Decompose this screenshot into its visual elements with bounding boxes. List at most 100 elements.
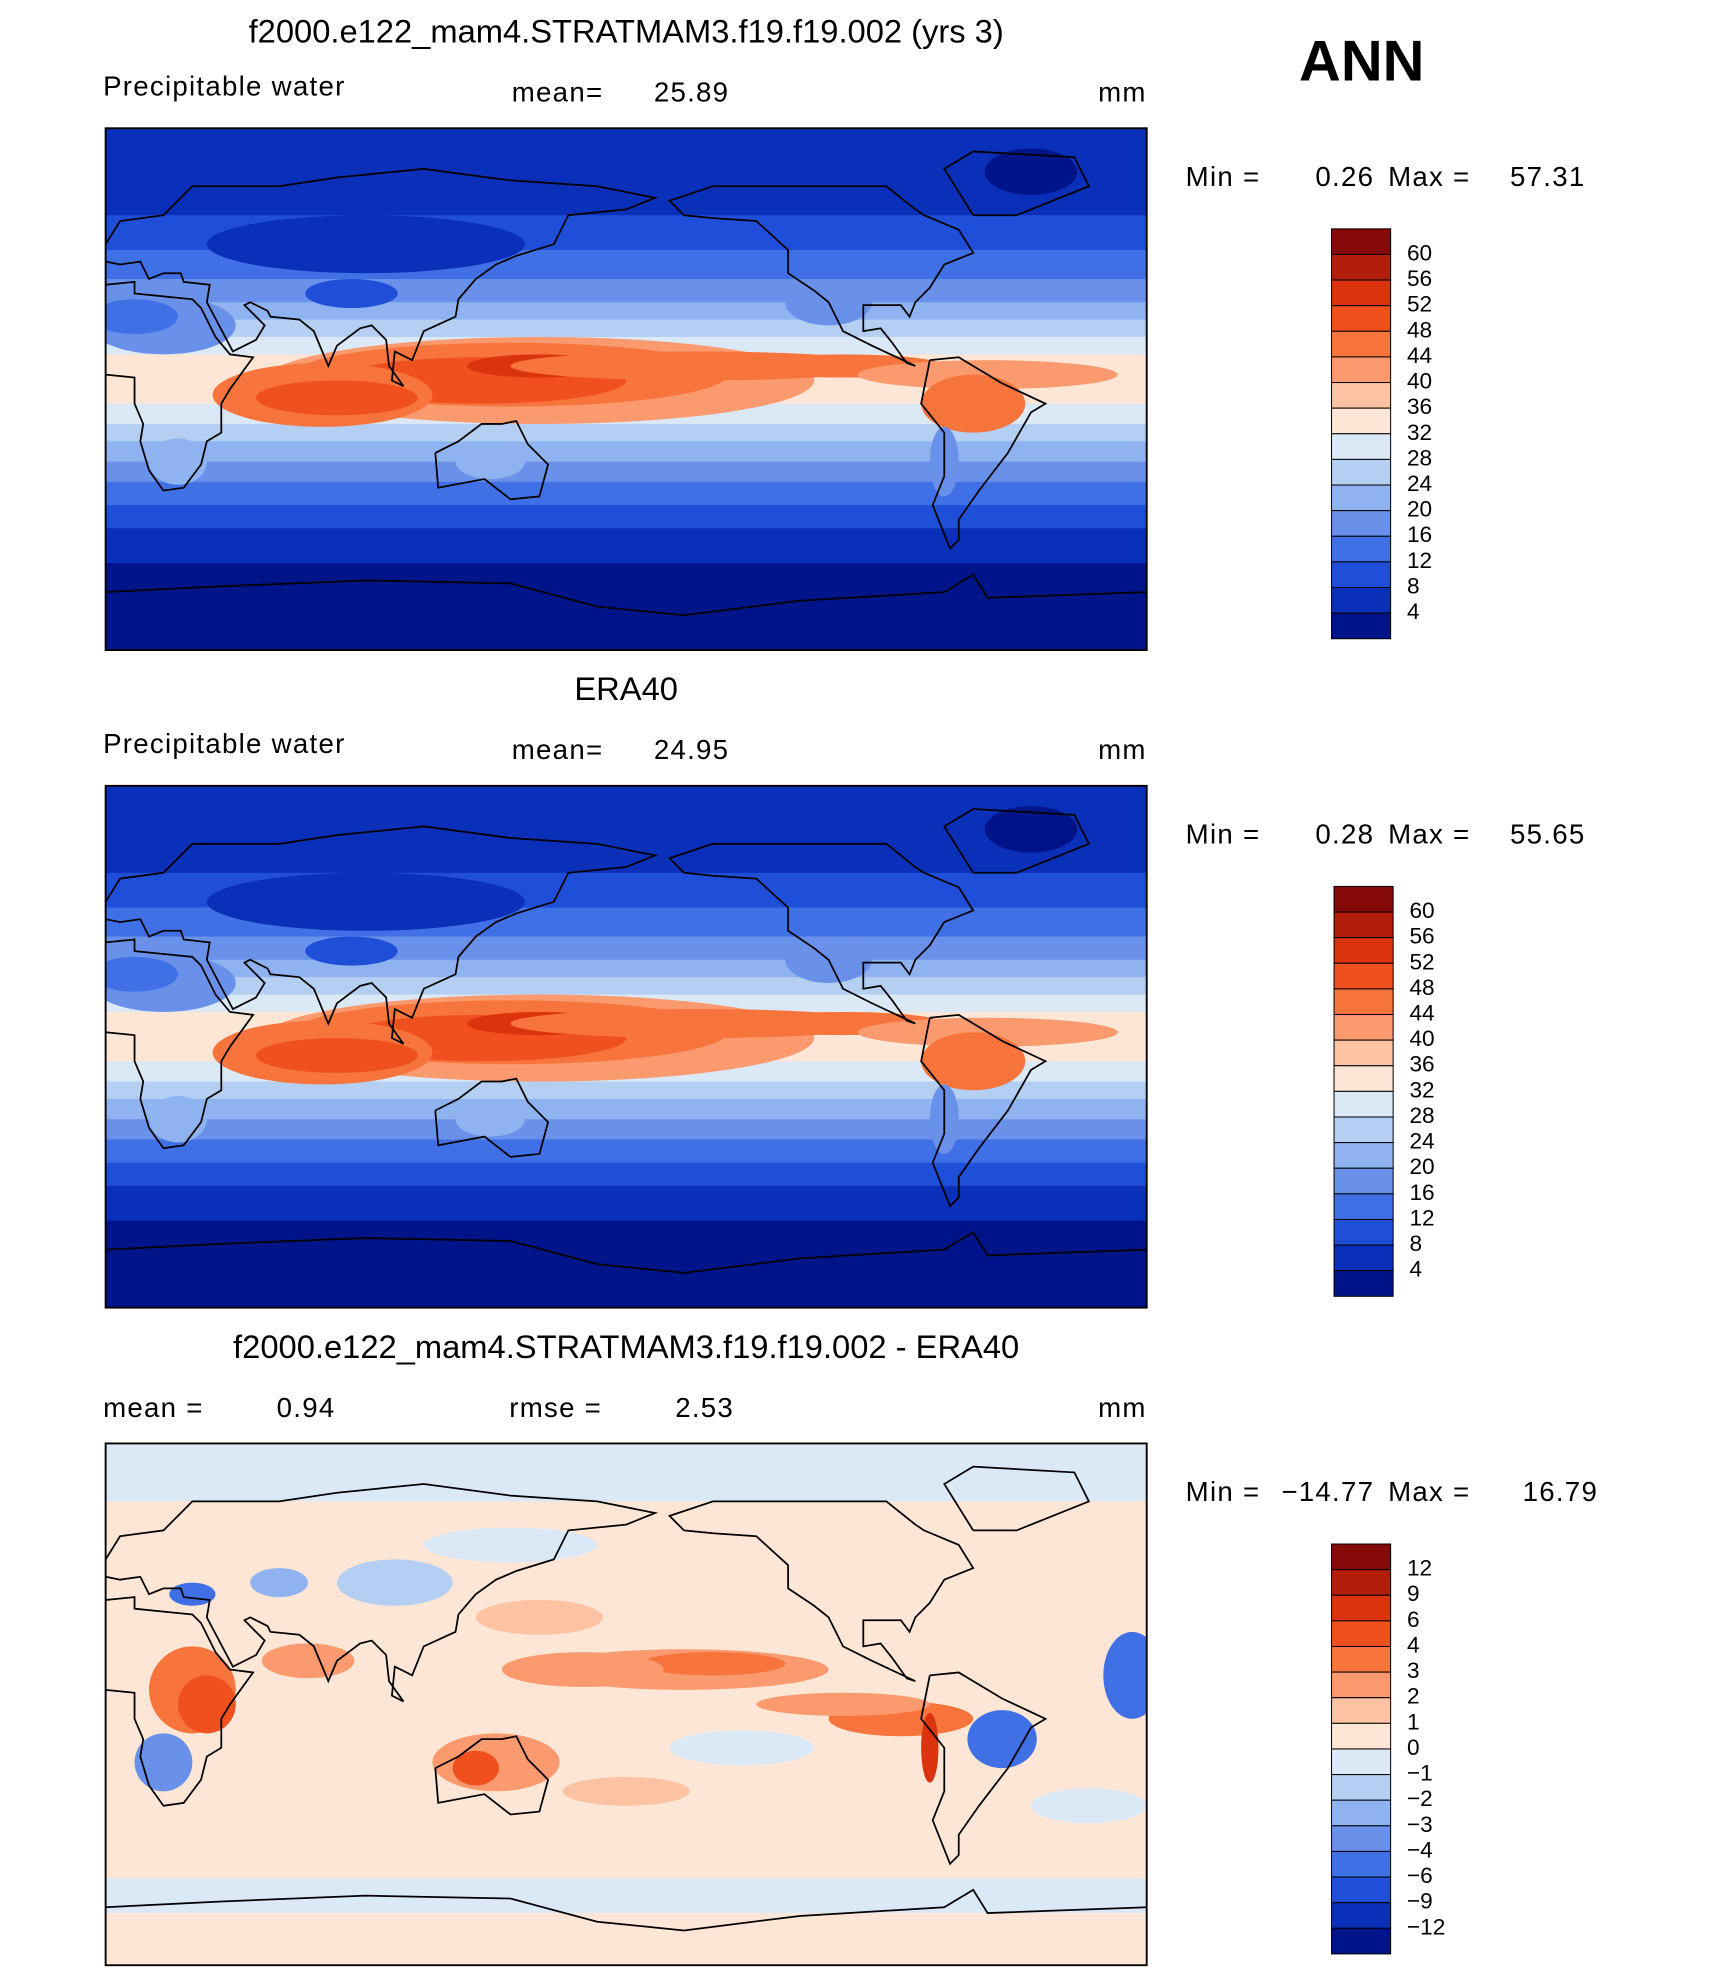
field-band — [105, 481, 1147, 506]
max-value: 55.65 — [1510, 818, 1586, 849]
panel-title: ERA40 — [574, 670, 678, 707]
colorbar-box — [1331, 382, 1392, 409]
colorbar-label: 60 — [1407, 240, 1432, 265]
colorbar-box — [1331, 330, 1392, 358]
colorbar-label: 32 — [1409, 1077, 1434, 1102]
colorbar-label: 20 — [1407, 497, 1432, 522]
field-blob — [423, 1527, 598, 1563]
colorbar-label: 4 — [1407, 1632, 1420, 1657]
stat-value: 2.53 — [675, 1392, 734, 1423]
stat-value: 24.95 — [654, 734, 730, 765]
max-label: Max = — [1388, 818, 1470, 849]
coastline — [105, 280, 255, 492]
colorbar-box — [1333, 911, 1394, 939]
colorbar-label: −1 — [1407, 1761, 1433, 1786]
colorbar-box — [1333, 885, 1394, 913]
field-band — [105, 1162, 1147, 1187]
field-band — [105, 505, 1147, 529]
stat-label: mean= — [512, 734, 604, 765]
colorbar-box — [1333, 1065, 1394, 1092]
max-value: 16.79 — [1523, 1476, 1599, 1507]
field-band — [105, 1220, 1147, 1308]
colorbar-box — [1331, 535, 1392, 563]
field-blob — [1103, 1631, 1147, 1719]
max-label: Max = — [1388, 1476, 1470, 1507]
field-blob — [640, 1652, 786, 1676]
field-band — [105, 441, 1147, 463]
colorbar-box — [1331, 356, 1392, 384]
variable-name: Precipitable water — [103, 70, 345, 101]
colorbar-label: −2 — [1407, 1786, 1433, 1811]
coastline — [105, 825, 659, 1045]
colorbar-box — [1331, 510, 1392, 537]
map-frame — [104, 784, 1148, 1309]
units: mm — [1098, 77, 1147, 108]
field-blob — [1031, 1788, 1147, 1824]
colorbar-box — [1331, 1543, 1392, 1571]
coastline — [943, 1465, 1091, 1532]
field-band — [105, 319, 1147, 338]
map — [105, 1443, 1147, 1966]
colorbar-box — [1331, 1697, 1392, 1724]
colorbar-box — [1331, 1671, 1392, 1699]
stat-label: mean= — [512, 77, 604, 108]
coastline — [434, 1735, 550, 1816]
field-band — [105, 959, 1147, 978]
field-band — [105, 785, 1147, 874]
colorbar-label: 12 — [1407, 548, 1432, 573]
coastline — [434, 1077, 550, 1158]
field-blob — [501, 1652, 664, 1687]
colorbar-box — [1331, 1927, 1392, 1955]
colorbar-label: 52 — [1409, 949, 1434, 974]
colorbar-label: 56 — [1409, 924, 1434, 949]
field-blob — [562, 1776, 690, 1806]
field-blob — [177, 1675, 236, 1734]
colorbar-box — [1333, 1244, 1394, 1272]
colorbar-label: 32 — [1407, 420, 1432, 445]
colorbar-label: 16 — [1407, 522, 1432, 547]
colorbar-label: 24 — [1409, 1129, 1434, 1154]
coastline — [667, 1500, 975, 1682]
field-blob — [669, 1730, 815, 1766]
field-blob — [984, 148, 1078, 195]
colorbar-box — [1333, 1142, 1394, 1169]
field-band — [105, 423, 1147, 442]
colorbar-box — [1333, 1039, 1394, 1067]
field-blob — [134, 1733, 193, 1792]
field-band — [105, 1081, 1147, 1100]
colorbar-label: 4 — [1409, 1257, 1422, 1282]
colorbar-label: 2 — [1407, 1684, 1420, 1709]
colorbar-label: −12 — [1407, 1914, 1445, 1939]
field-blob — [455, 1101, 525, 1137]
colorbar-box — [1331, 1850, 1392, 1878]
min-value: 0.28 — [1315, 818, 1374, 849]
field-band — [105, 977, 1147, 996]
field-blob — [756, 1692, 930, 1716]
colorbar-box — [1331, 407, 1392, 435]
field-blob — [336, 1559, 453, 1606]
colorbar-box — [1331, 1902, 1392, 1929]
colorbar-label: 8 — [1407, 573, 1420, 598]
field-blob — [250, 1568, 309, 1598]
colorbar-label: 20 — [1409, 1154, 1434, 1179]
min-value: 0.26 — [1315, 161, 1374, 192]
colorbar-box — [1331, 1748, 1392, 1776]
field-blob — [261, 1643, 355, 1679]
field-band — [105, 1913, 1147, 1966]
colorbar-box — [1331, 305, 1392, 332]
colorbar-label: 24 — [1407, 471, 1432, 496]
field-blob — [967, 1710, 1037, 1769]
colorbar-label: 16 — [1409, 1180, 1434, 1205]
colorbar-box — [1331, 561, 1392, 588]
coastline — [105, 1231, 1147, 1274]
coastline — [667, 842, 975, 1025]
colorbar-box — [1331, 1620, 1392, 1647]
field-blob — [206, 872, 525, 931]
units: mm — [1098, 734, 1147, 765]
coastline — [105, 1596, 255, 1807]
field-band — [105, 278, 1147, 303]
colorbar-label: 56 — [1407, 266, 1432, 291]
field-band — [105, 936, 1147, 961]
field-blob — [475, 1599, 604, 1635]
max-value: 57.31 — [1510, 161, 1586, 192]
